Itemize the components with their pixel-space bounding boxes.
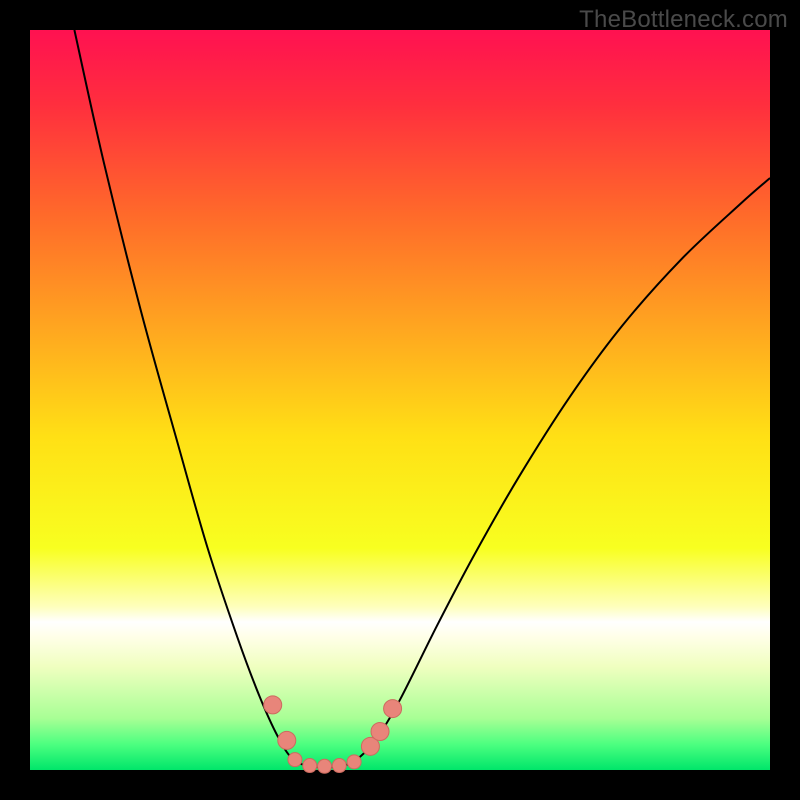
valley-marker: [318, 759, 332, 773]
chart-svg: [0, 0, 800, 800]
chart-container: TheBottleneck.com: [0, 0, 800, 800]
valley-marker: [332, 759, 346, 773]
valley-marker: [264, 696, 282, 714]
valley-marker: [371, 723, 389, 741]
valley-marker: [278, 731, 296, 749]
watermark-text: TheBottleneck.com: [579, 6, 788, 34]
valley-marker: [303, 759, 317, 773]
valley-marker: [347, 755, 361, 769]
valley-marker: [384, 700, 402, 718]
valley-marker: [288, 753, 302, 767]
plot-background-gradient: [30, 30, 770, 770]
